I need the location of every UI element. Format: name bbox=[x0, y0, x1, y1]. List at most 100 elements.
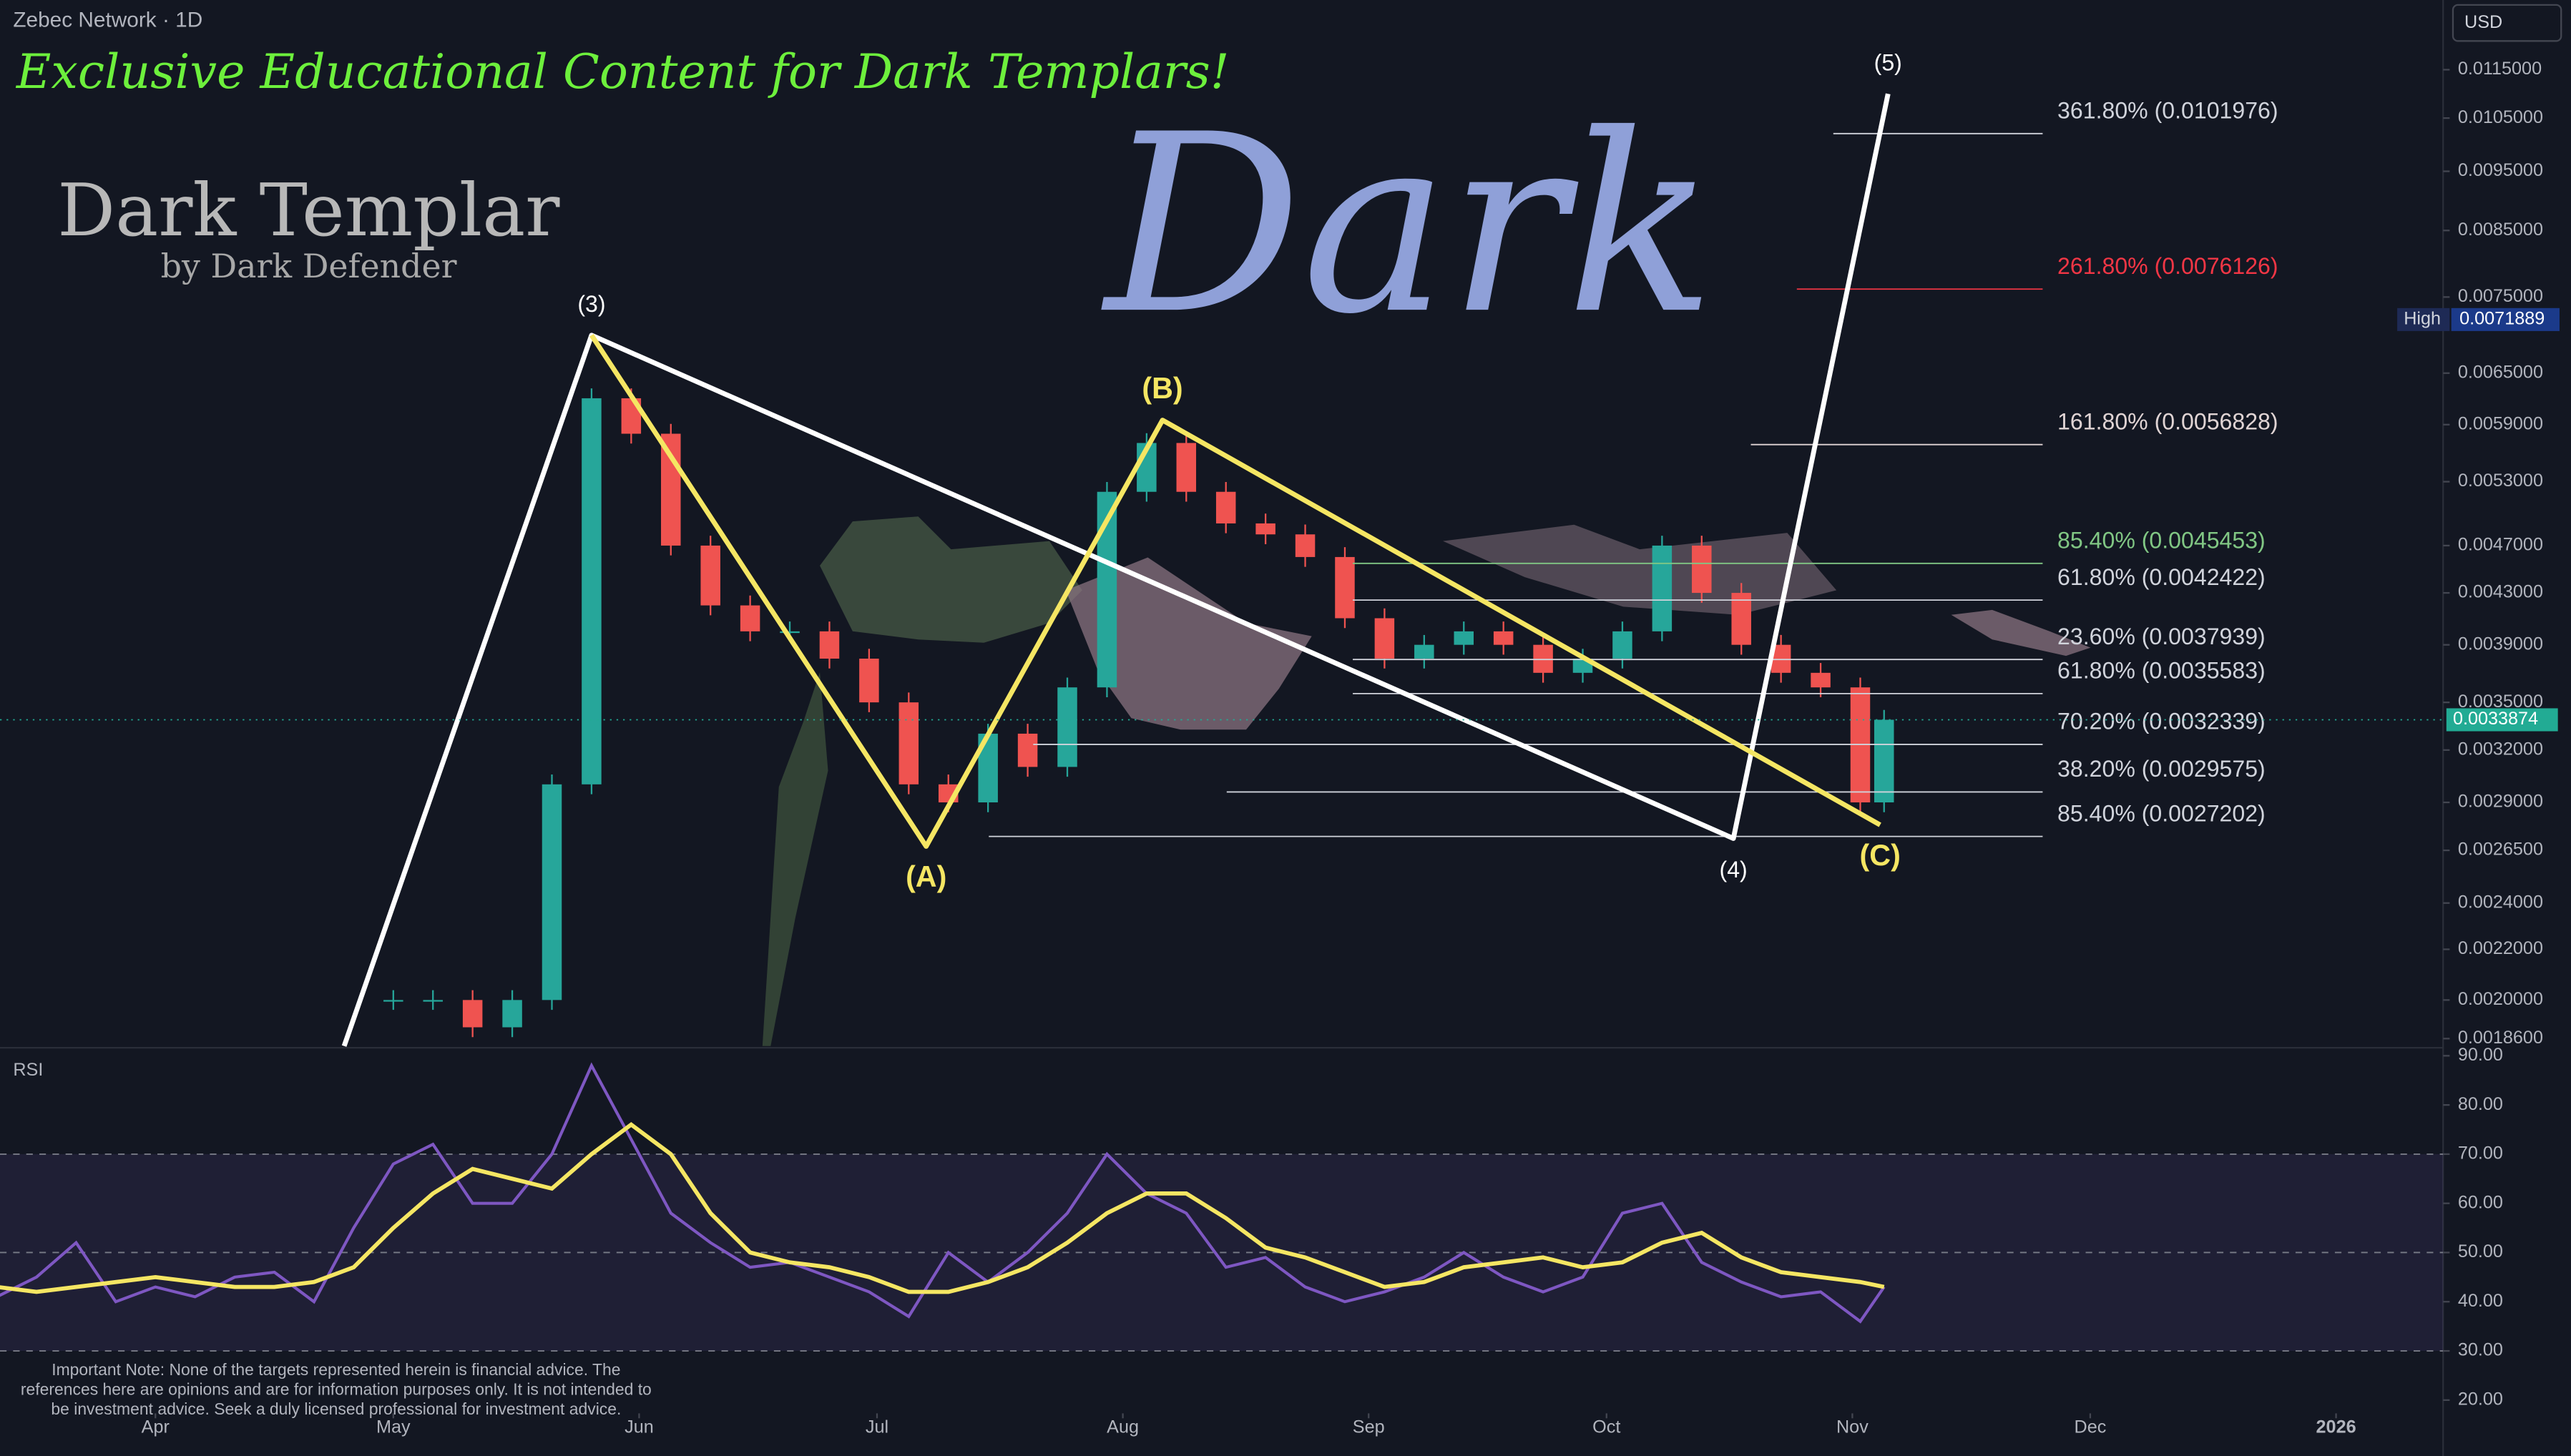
y-tick-label: 0.0039000 bbox=[2458, 634, 2543, 654]
x-tick-label: Aug bbox=[1107, 1417, 1139, 1437]
note: Important Note: None of the targets repr… bbox=[21, 1360, 652, 1418]
y-tick-label: 0.0053000 bbox=[2458, 471, 2543, 491]
y-tick-label: 0.0075000 bbox=[2458, 286, 2543, 306]
candle bbox=[1493, 631, 1514, 645]
wave-label: (A) bbox=[906, 860, 946, 893]
candle bbox=[383, 1000, 403, 1002]
x-tick-label: Oct bbox=[1592, 1417, 1620, 1437]
rsi-tick-label: 90.00 bbox=[2458, 1045, 2503, 1065]
wave-label: (3) bbox=[577, 291, 605, 317]
fib-label: 85.40% (0.0027202) bbox=[2057, 800, 2266, 826]
candle bbox=[1215, 491, 1236, 523]
x-tick-label: Apr bbox=[142, 1417, 170, 1437]
fib-label: 161.80% (0.0056828) bbox=[2057, 408, 2278, 434]
y-tick-label: 0.0022000 bbox=[2458, 938, 2543, 958]
cloud bbox=[1443, 524, 1837, 615]
candle bbox=[1017, 733, 1038, 767]
x-tick-label: 2026 bbox=[2316, 1417, 2356, 1437]
symbol: Zebec Network · 1D bbox=[13, 9, 202, 32]
x-tick-label: Dec bbox=[2075, 1417, 2107, 1437]
currency[interactable]: USD bbox=[2464, 12, 2502, 32]
fib-label: 85.40% (0.0045453) bbox=[2057, 527, 2266, 553]
y-tick-label: 0.0047000 bbox=[2458, 535, 2543, 555]
rsi-line bbox=[0, 1062, 1886, 1324]
y-tick-label: 0.0095000 bbox=[2458, 160, 2543, 180]
rsi-tick-label: 40.00 bbox=[2458, 1291, 2503, 1311]
candle bbox=[1454, 631, 1474, 645]
note-line: references here are opinions and are for… bbox=[21, 1379, 652, 1398]
logo-subtitle: by Dark Defender bbox=[161, 247, 457, 285]
rsi-tick-label: 50.00 bbox=[2458, 1241, 2503, 1261]
candle bbox=[1692, 545, 1712, 594]
candle bbox=[1057, 687, 1077, 767]
y-tick-label: 0.0059000 bbox=[2458, 413, 2543, 433]
candle bbox=[859, 659, 879, 703]
cloud bbox=[1065, 557, 1312, 730]
last-tag bbox=[2446, 708, 2558, 732]
y-tick-label: 0.0024000 bbox=[2458, 892, 2543, 912]
currency-box[interactable] bbox=[2452, 4, 2562, 42]
candle bbox=[1335, 556, 1355, 619]
last-value: 0.0033874 bbox=[2453, 709, 2538, 729]
candle bbox=[1811, 672, 1831, 688]
candle bbox=[819, 631, 840, 659]
rsi-tick-label: 20.00 bbox=[2458, 1389, 2503, 1409]
note-line: be investment advice. Seek a duly licens… bbox=[51, 1400, 621, 1418]
fib-label: 261.80% (0.0076126) bbox=[2057, 253, 2278, 279]
x-tick-label: Jul bbox=[866, 1417, 888, 1437]
y-tick-label: 0.0029000 bbox=[2458, 792, 2543, 812]
candle bbox=[740, 605, 760, 631]
candle bbox=[1612, 631, 1632, 659]
candle bbox=[1652, 545, 1673, 631]
x-tick-label: Jun bbox=[625, 1417, 654, 1437]
rsi-tick-label: 80.00 bbox=[2458, 1094, 2503, 1114]
candle bbox=[1176, 443, 1197, 492]
candle bbox=[780, 631, 800, 634]
y-tick-label: 0.0043000 bbox=[2458, 582, 2543, 602]
fib-label: 361.80% (0.0101976) bbox=[2057, 98, 2278, 124]
candle bbox=[462, 1000, 483, 1028]
rsi-line bbox=[0, 1122, 1885, 1294]
y-tick-label: 0.0020000 bbox=[2458, 989, 2543, 1009]
wave-label: (B) bbox=[1142, 372, 1182, 405]
watermark: Dark bbox=[1101, 82, 1715, 368]
candle bbox=[1533, 644, 1553, 673]
high-tag bbox=[2397, 308, 2450, 331]
candle bbox=[1255, 523, 1275, 535]
candle bbox=[1731, 593, 1751, 645]
x-tick-label: Sep bbox=[1353, 1417, 1385, 1437]
x-tick-label: May bbox=[376, 1417, 411, 1437]
candle bbox=[1874, 719, 1894, 803]
high-value-tag bbox=[2451, 308, 2560, 331]
high-label: High bbox=[2404, 309, 2441, 329]
rsi-tick-label: 70.00 bbox=[2458, 1143, 2503, 1164]
rsi-title: RSI bbox=[13, 1060, 43, 1080]
y-tick-label: 0.0085000 bbox=[2458, 220, 2543, 240]
y-tick-label: 0.0065000 bbox=[2458, 362, 2543, 382]
candle bbox=[502, 1000, 522, 1028]
candle bbox=[1295, 534, 1316, 557]
y-tick-label: 0.0026500 bbox=[2458, 840, 2543, 860]
rsi-tick-label: 30.00 bbox=[2458, 1340, 2503, 1360]
wave-label: (C) bbox=[1860, 839, 1901, 872]
cloud bbox=[820, 516, 1082, 643]
rsi-tick-label: 60.00 bbox=[2458, 1192, 2503, 1212]
candle bbox=[1414, 644, 1434, 659]
x-tick-label: Nov bbox=[1836, 1417, 1869, 1437]
candle bbox=[700, 545, 720, 606]
wave-label: (4) bbox=[1720, 857, 1748, 882]
wave-line bbox=[341, 93, 1891, 1047]
candle bbox=[661, 433, 681, 546]
candle bbox=[542, 784, 562, 1000]
candle bbox=[582, 398, 602, 784]
fib-label: 23.60% (0.0037939) bbox=[2057, 624, 2266, 649]
y-tick-label: 0.0035000 bbox=[2458, 692, 2543, 712]
candle bbox=[1374, 618, 1395, 659]
logo-title: Dark Templar bbox=[57, 168, 560, 252]
banner: Exclusive Educational Content for Dark T… bbox=[16, 44, 1230, 99]
cloud bbox=[1951, 609, 2091, 656]
note-line: Important Note: None of the targets repr… bbox=[52, 1360, 620, 1379]
candle bbox=[423, 1000, 443, 1002]
